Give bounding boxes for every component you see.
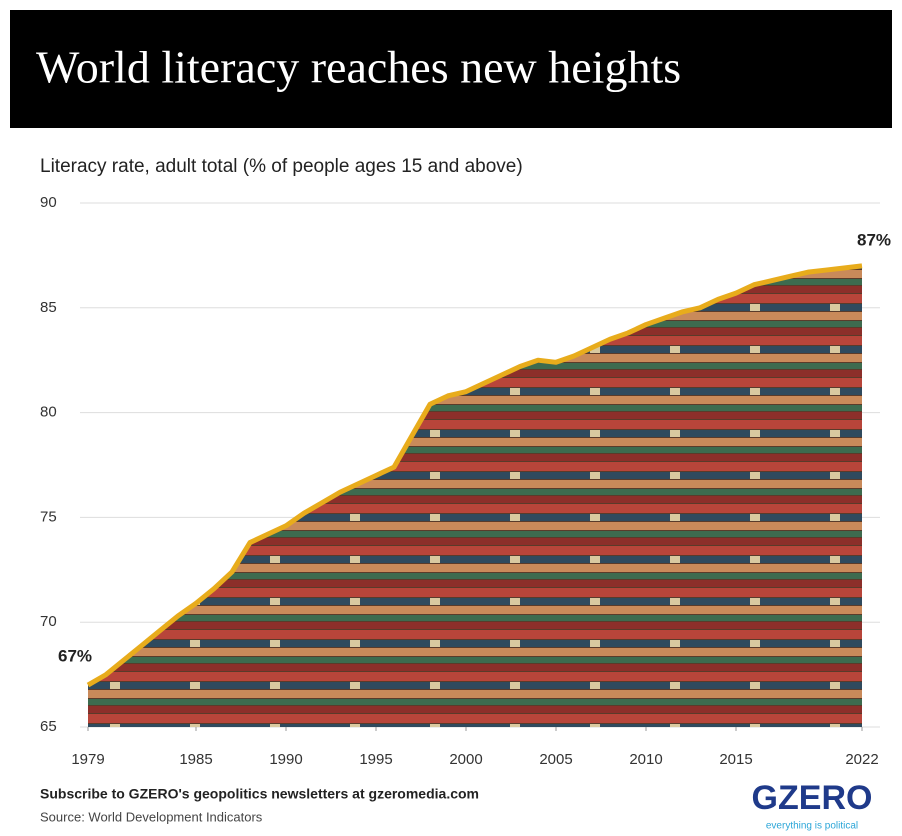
area — [88, 265, 862, 727]
y-tick-label: 70 — [40, 613, 57, 630]
x-tick-label: 2005 — [539, 751, 572, 768]
plot: 65 70 75 80 85 90 1979 1985 1990 1995 2000 2005 2010… — [40, 194, 891, 768]
title-banner — [10, 10, 892, 128]
line — [86, 263, 863, 688]
subscribe-note: Subscribe to GZERO's geopolitics newslet… — [40, 786, 479, 802]
value-label: 87% — [857, 230, 891, 249]
x-tick-label: 1979 — [71, 751, 104, 768]
x-tick-label: 2015 — [719, 751, 752, 768]
y-tick-label: 90 — [40, 194, 57, 211]
value-label: 67% — [58, 647, 92, 666]
x-tick-label: 1990 — [269, 751, 302, 768]
x-tick-label: 2022 — [845, 751, 878, 768]
logo: GZERO — [752, 779, 873, 817]
logo-tagline: everything is political — [766, 821, 858, 832]
y-tick-label: 80 — [40, 404, 57, 421]
x-tick-label: 1995 — [359, 751, 392, 768]
y-tick-label: 85 — [40, 299, 57, 316]
subtitle: Literacy rate, adult total (% of people … — [40, 156, 523, 177]
x-tick-label: 2000 — [449, 751, 482, 768]
source-note: Source: World Development Indicators — [40, 809, 263, 824]
y-tick-label: 75 — [40, 508, 57, 525]
chart-title: World literacy reaches new heights — [36, 42, 681, 93]
x-tick-label: 2010 — [629, 751, 662, 768]
x-tick-label: 1985 — [179, 751, 212, 768]
y-tick-label: 65 — [40, 718, 57, 735]
